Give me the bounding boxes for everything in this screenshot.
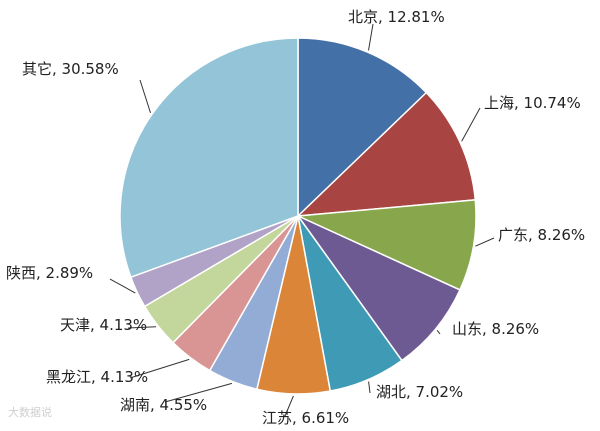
watermark: 大数据说: [8, 406, 52, 419]
leader-line-4: [436, 329, 441, 335]
pie-slice-3: [295, 199, 477, 291]
data-label-3: 广东, 8.26%: [498, 226, 585, 244]
data-label-4: 山东, 8.26%: [452, 320, 539, 338]
data-label-8: 黑龙江, 4.13%: [46, 368, 148, 386]
data-label-10: 陕西, 2.89%: [6, 264, 93, 282]
leader-line-5: [368, 381, 371, 394]
pie-slice-4: [295, 214, 461, 362]
leader-line-11: [139, 79, 151, 114]
leader-line-8: [129, 358, 190, 379]
data-label-7: 湖南, 4.55%: [120, 396, 207, 414]
leader-lines: [109, 23, 495, 417]
leader-line-10: [109, 278, 136, 294]
data-label-11: 其它, 30.58%: [22, 60, 119, 78]
leader-line-2: [461, 107, 481, 142]
leader-line-3: [475, 237, 495, 247]
pie-slices: [119, 37, 477, 395]
pie-slice-11: [119, 37, 299, 279]
data-label-9: 天津, 4.13%: [60, 316, 147, 334]
data-label-2: 上海, 10.74%: [484, 94, 581, 112]
data-label-5: 湖北, 7.02%: [376, 383, 463, 401]
data-label-6: 江苏, 6.61%: [262, 409, 349, 427]
leader-line-7: [164, 382, 233, 403]
leader-line-9: [127, 326, 157, 329]
pie-slice-2: [295, 91, 477, 217]
leader-line-1: [368, 23, 374, 51]
data-label-1: 北京, 12.81%: [348, 8, 445, 26]
data-labels: 北京, 12.81% 上海, 10.74% 广东, 8.26% 山东, 8.26% 湖北…: [6, 8, 585, 427]
leader-line-6: [284, 395, 294, 417]
pie-slice-1: [297, 37, 428, 218]
